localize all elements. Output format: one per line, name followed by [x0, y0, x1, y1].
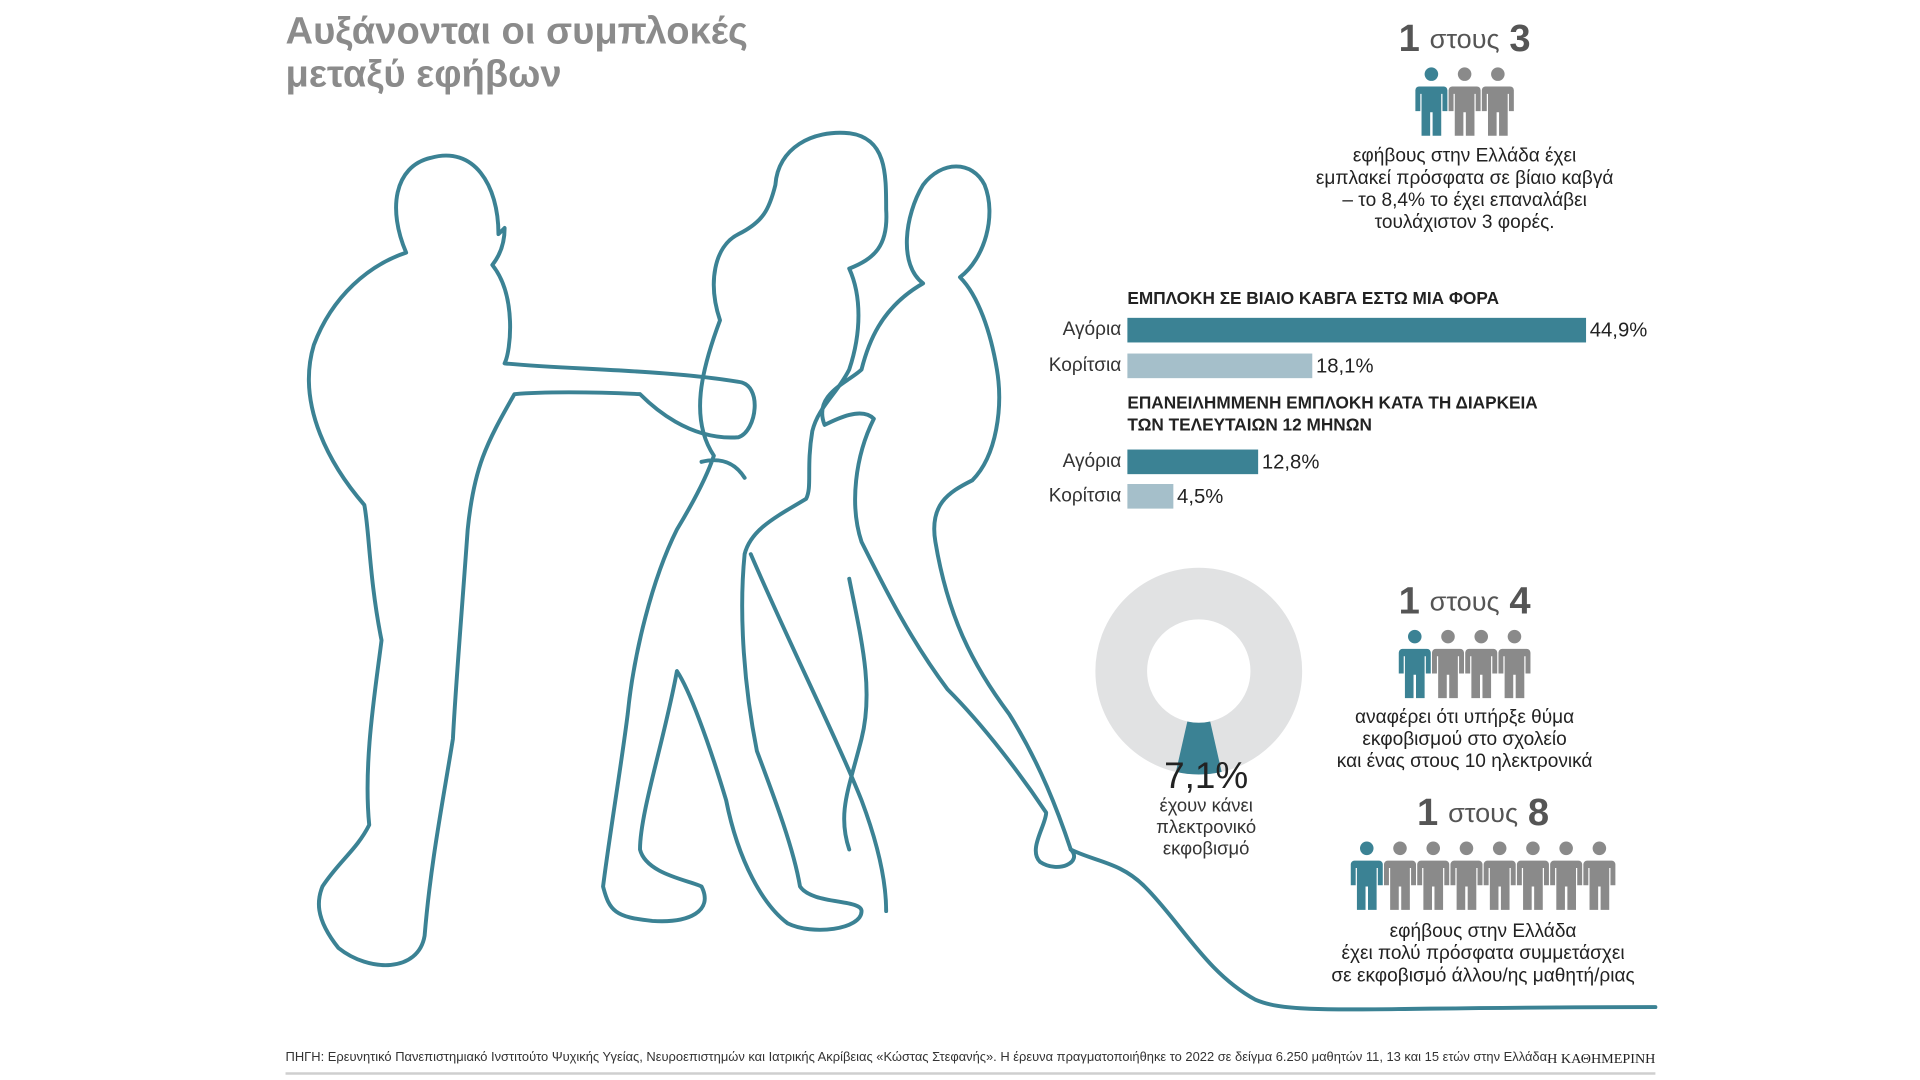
person-icon [1450, 841, 1483, 910]
icon-body [1465, 648, 1498, 699]
value-label: 18,1% [1316, 355, 1374, 377]
person-icon [1550, 841, 1583, 910]
icon-body [1516, 860, 1549, 910]
chart-title: ΕΠΑΝΕΙΛΗΜΜΕΝΗ ΕΜΠΛΟΚΗ ΚΑΤΑ ΤΗ ΔΙΑΡΚΕΙΑ [1127, 393, 1537, 413]
person-icon [1432, 629, 1464, 699]
icon-body [1448, 86, 1481, 136]
pie-caption: πλεκτρονικό [1156, 816, 1256, 837]
figure-center [601, 130, 889, 932]
chart-title: ΕΜΠΛΟΚΗ ΣΕ ΒΙΑΙΟ ΚΑΒΓΑ ΕΣΤΩ ΜΙΑ ΦΟΡΑ [1127, 288, 1499, 308]
stat-text: αναφέρει ότι υπήρξε θύμα [1355, 707, 1574, 728]
icon-head [1459, 841, 1474, 856]
category-label: Αγόρια [1063, 319, 1122, 340]
value-label: 12,8% [1262, 451, 1320, 473]
value-label: 4,5% [1177, 486, 1223, 508]
stat-count: 1 [1399, 579, 1420, 622]
icon-head [1526, 841, 1540, 856]
icon-head [1474, 629, 1488, 644]
icon-head [1393, 841, 1407, 856]
icon-head [1492, 841, 1507, 856]
icon-head [1408, 629, 1422, 644]
stat-text: εφήβους στην Ελλάδα [1390, 921, 1577, 942]
bar [1127, 353, 1313, 379]
icon-body [1498, 648, 1531, 699]
category-label: Κορίτσια [1049, 485, 1121, 506]
stat-text: εκφοβισμού στο σχολείο [1362, 729, 1566, 750]
icon-body [1550, 860, 1583, 910]
person-icon [1498, 629, 1531, 699]
icon-body [1384, 860, 1416, 910]
stat-connector: στους [1448, 797, 1518, 828]
icon-head [1441, 629, 1455, 644]
stat-text: – το 8,4% το έχει επαναλάβει [1342, 190, 1586, 211]
stat-count: 1 [1399, 17, 1420, 60]
stat-connector: στους [1430, 586, 1500, 617]
value-label: 44,9% [1590, 320, 1648, 342]
icon-head [1559, 841, 1573, 856]
icon-head [1426, 841, 1440, 856]
figure-trail [748, 552, 889, 914]
icon-body [1450, 860, 1483, 910]
icon-body [1583, 860, 1616, 910]
icon-head [1507, 629, 1522, 644]
stat-total: 8 [1528, 791, 1549, 834]
stat-text: σε εκφοβισμό άλλου/ης μαθητή/ριας [1331, 965, 1634, 986]
category-label: Αγόρια [1063, 451, 1122, 472]
icon-body [1417, 860, 1450, 910]
person-icon [1350, 841, 1383, 910]
icon-body [1350, 860, 1383, 910]
value-label: 7,1% [1164, 755, 1248, 796]
person-icon [1465, 629, 1498, 699]
stat-text: τουλάχιστον 3 φορές. [1375, 212, 1555, 233]
line-art [307, 130, 1658, 1012]
icon-head [1424, 67, 1439, 81]
stat-text: εφήβους στην Ελλάδα έχει [1353, 146, 1576, 167]
stat-text: εμπλακεί πρόσφατα σε βίαιο καβγά [1316, 168, 1614, 189]
icon-body [1481, 86, 1514, 136]
person-icon [1481, 67, 1514, 136]
person-icon [1516, 841, 1549, 910]
ground-line [1068, 847, 1658, 1012]
figure-left [307, 153, 757, 968]
icon-head [1592, 841, 1607, 856]
bar [1127, 449, 1259, 475]
icon-body [1415, 86, 1448, 136]
stat-total: 4 [1509, 579, 1530, 622]
icon-body [1483, 860, 1516, 910]
icon-body [1432, 648, 1464, 699]
stat-text: έχει πολύ πρόσφατα συμμετάσχει [1341, 943, 1624, 964]
stat-headline: 1 στους 8 [1417, 791, 1549, 834]
person-icon [1384, 841, 1416, 910]
person-icon [1583, 841, 1616, 910]
title-line: μεταξύ εφήβων [286, 53, 562, 96]
source: ΠΗΓΗ: Ερευνητικό Πανεπιστημιακό Ινστιτού… [286, 1049, 1551, 1064]
stat-count: 1 [1417, 791, 1438, 834]
pie-caption: έχουν κάνει [1159, 794, 1252, 815]
icon-head [1360, 841, 1374, 856]
icon-head [1491, 67, 1505, 81]
chart-title: ΤΩΝ ΤΕΛΕΥΤΑΙΩΝ 12 ΜΗΝΩΝ [1127, 415, 1372, 435]
person-icon [1417, 841, 1450, 910]
person-icon [1398, 629, 1431, 699]
person-icon [1415, 67, 1448, 136]
figure-right [820, 164, 1076, 869]
icon-body [1398, 648, 1431, 699]
stat-total: 3 [1509, 17, 1530, 60]
bar [1127, 317, 1587, 343]
pie-caption: εκφοβισμό [1163, 837, 1249, 858]
donut-slice [1175, 721, 1222, 775]
brand: Η ΚΑΘΗΜΕΡΙΝΗ [1547, 1051, 1655, 1067]
category-label: Κορίτσια [1049, 355, 1121, 376]
stat-headline: 1 στους 4 [1399, 579, 1531, 622]
icon-head [1457, 67, 1472, 81]
stat-text: και ένας στους 10 ηλεκτρονικά [1337, 751, 1593, 772]
stat-headline: 1 στους 3 [1399, 17, 1531, 60]
person-icon [1483, 841, 1516, 910]
title-line: Αυξάνονται οι συμπλοκές [286, 10, 748, 53]
person-icon [1448, 67, 1481, 136]
stat-connector: στους [1430, 23, 1500, 54]
bar [1127, 484, 1174, 509]
